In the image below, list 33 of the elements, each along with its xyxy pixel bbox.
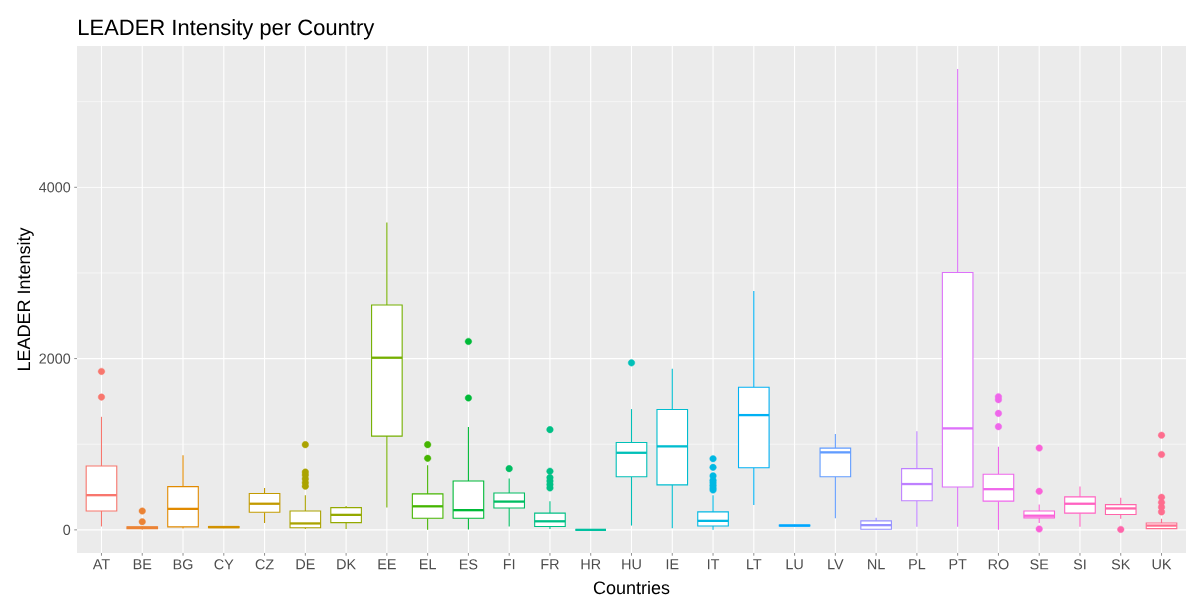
x-tick-label: LU [786, 559, 803, 570]
x-tick-label: DK [337, 559, 356, 570]
x-tick-label: ES [459, 559, 478, 570]
x-tick-label: SK [1111, 559, 1131, 570]
x-tick-label: UK [1152, 559, 1172, 570]
x-tick-label: SE [1030, 559, 1049, 570]
x-tick-label: CZ [255, 559, 274, 570]
x-tick-label: EL [420, 559, 436, 570]
y-tick-label: 4000 [39, 182, 71, 193]
x-tick-label: EE [378, 559, 396, 570]
chart-title: LEADER Intensity per Country [79, 19, 375, 40]
x-tick-label: IT [707, 559, 720, 570]
x-tick-label: PL [909, 559, 926, 570]
y-axis-title: LEADER Intensity [16, 227, 34, 371]
x-tick-label: BE [133, 559, 152, 570]
x-tick-label: AT [92, 559, 110, 570]
x-tick-label: SI [1073, 559, 1086, 570]
x-tick-label: RO [988, 559, 1009, 570]
x-tick-label: DE [296, 559, 315, 570]
x-tick-label: FI [503, 559, 515, 570]
x-tick-label: FR [541, 559, 559, 570]
x-tick-label: HR [581, 559, 601, 570]
x-tick-label: LV [828, 559, 844, 570]
y-tick-label: 0 [63, 524, 71, 535]
x-tick-label: LT [747, 559, 762, 570]
x-tick-label: HU [622, 559, 641, 570]
y-tick-label: 2000 [39, 353, 71, 364]
x-tick-label: CY [214, 559, 234, 570]
x-tick-label: BG [173, 559, 193, 570]
x-tick-label: IE [666, 559, 679, 570]
x-axis-title: Countries [593, 580, 670, 595]
x-tick-label: NL [868, 559, 885, 570]
x-tick-label: PT [949, 559, 967, 570]
